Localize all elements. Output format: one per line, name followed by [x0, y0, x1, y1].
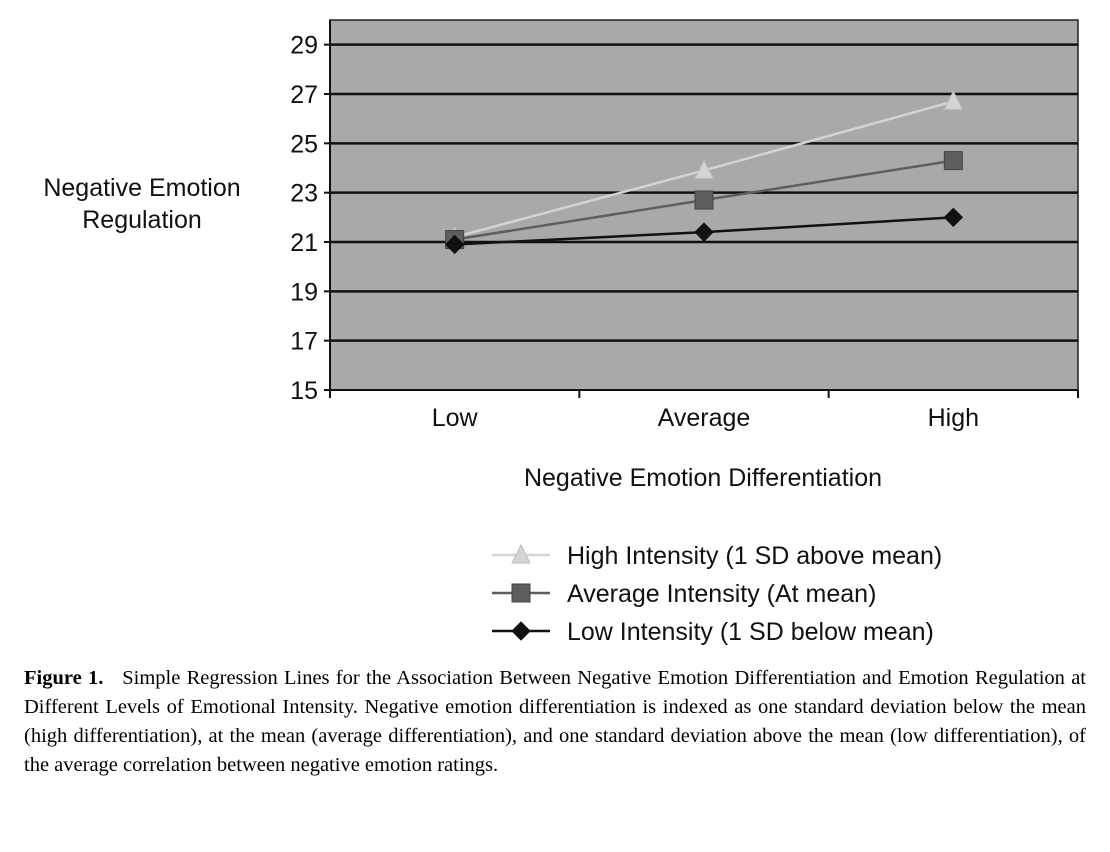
series-1-point-1	[694, 190, 714, 210]
legend-label-1: Average Intensity (At mean)	[567, 580, 876, 608]
y-tick-label-17: 17	[290, 328, 318, 356]
legend: High Intensity (1 SD above mean) Average …	[492, 542, 942, 646]
legend-label-2: Low Intensity (1 SD below mean)	[567, 618, 934, 646]
legend-label-0: High Intensity (1 SD above mean)	[567, 542, 942, 570]
y-tick-label-29: 29	[290, 32, 318, 60]
y-axis-label-line2: Regulation	[82, 206, 202, 234]
series-2-point-2	[943, 207, 964, 228]
y-tick-label-19: 19	[290, 278, 318, 306]
y-tick-label-15: 15	[290, 377, 318, 405]
figure-caption: Figure 1. Simple Regression Lines for th…	[24, 664, 1086, 780]
series-2-point-0	[444, 234, 465, 255]
legend-marker-2	[511, 621, 531, 641]
x-axis-label: Negative Emotion Differentiation	[524, 464, 882, 492]
x-tick-label-high: High	[928, 404, 979, 432]
y-tick-label-21: 21	[290, 229, 318, 257]
series-0-point-2	[943, 90, 964, 110]
legend-marker-1	[511, 583, 531, 603]
series-1-point-2	[943, 151, 963, 171]
y-tick-label-27: 27	[290, 81, 318, 109]
x-axis: Low Average High	[329, 389, 1079, 432]
caption-label: Figure 1.	[24, 667, 104, 689]
series-2-point-1	[694, 222, 714, 242]
y-axis: 15 17 19 21 23 25 27 29	[290, 20, 331, 405]
x-tick-label-low: Low	[432, 404, 479, 432]
series-layer	[444, 90, 964, 255]
chart: 15 17 19 21 23 25 27 29 Low Average High Negative…	[43, 19, 1079, 646]
y-tick-label-25: 25	[290, 130, 318, 158]
series-0-point-1	[694, 159, 714, 179]
y-tick-label-23: 23	[290, 180, 318, 208]
legend-marker-0	[511, 543, 531, 564]
y-axis-label-line1: Negative Emotion	[43, 174, 240, 202]
caption-text: Simple Regression Lines for the Associat…	[24, 667, 1086, 776]
x-tick-label-average: Average	[658, 404, 751, 432]
